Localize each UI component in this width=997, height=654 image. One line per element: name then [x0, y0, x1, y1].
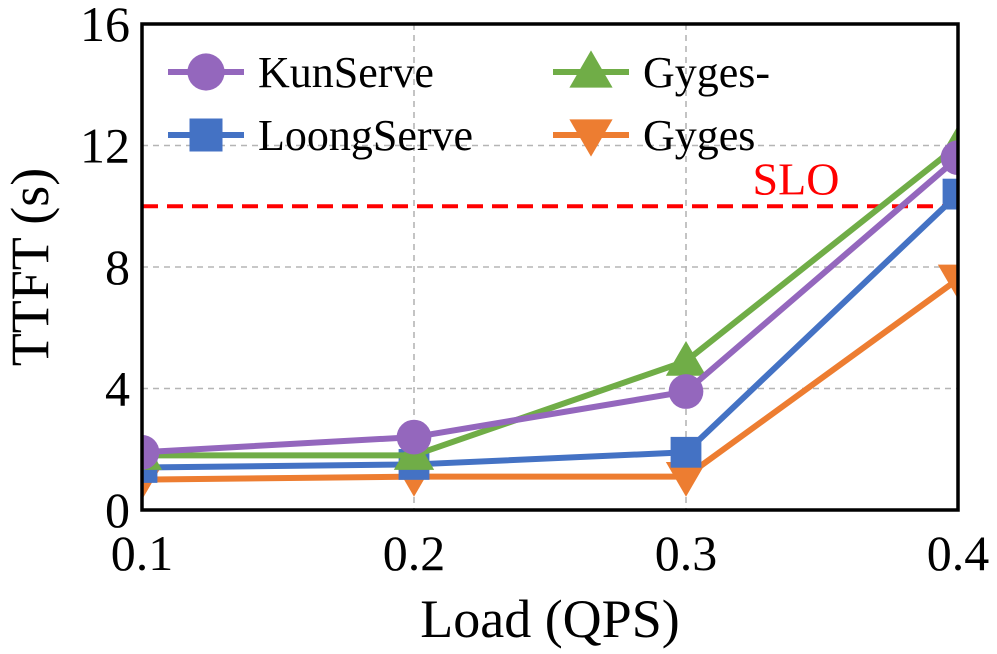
data-point: [142, 434, 160, 470]
x-tick-label: 0.2: [383, 525, 446, 581]
legend-marker: [189, 118, 223, 152]
slo-layer: SLO: [142, 153, 958, 209]
y-tick-label: 16: [80, 0, 130, 52]
y-tick-label: 12: [80, 118, 130, 174]
legend-item: Gyges-: [553, 48, 770, 97]
x-axis-title: Load (QPS): [420, 589, 679, 649]
series-line: [142, 276, 958, 483]
legend-item: Gyges: [553, 111, 755, 160]
legend-marker: [569, 50, 613, 88]
legend-item: KunServe: [168, 48, 434, 97]
plot-frame: [140, 22, 960, 512]
y-tick-label: 4: [105, 361, 130, 417]
slo-label: SLO: [753, 153, 840, 204]
data-point: [396, 419, 432, 455]
legend-label: KunServe: [258, 48, 434, 97]
series-kunserve: [142, 140, 958, 470]
series-line: [142, 143, 958, 459]
data-point: [937, 264, 958, 300]
series-line: [142, 191, 958, 471]
data-point: [670, 436, 702, 468]
legend-item: LoongServe: [168, 111, 473, 160]
y-tick-label: 0: [105, 482, 130, 538]
x-tick-label: 0.3: [655, 525, 718, 581]
legend: KunServe LoongServe Gyges- Gyges: [168, 48, 770, 160]
legend-marker: [569, 119, 613, 157]
y-tick-label: 8: [105, 239, 130, 295]
series-loongserve: [142, 178, 958, 483]
x-tick-label: 0.4: [927, 525, 990, 581]
data-point: [942, 178, 958, 210]
legend-label: LoongServe: [258, 111, 473, 160]
x-tick-label: 0.1: [111, 525, 174, 581]
legend-label: Gyges-: [643, 48, 770, 97]
data-point: [665, 341, 707, 376]
legend-label: Gyges: [643, 111, 755, 160]
tick-layer: 0.1 0.2 0.3 0.4 0 4 8 12 16: [80, 0, 989, 581]
legend-marker: [187, 53, 225, 91]
series-layer: [142, 125, 958, 500]
data-point: [940, 140, 958, 176]
data-point: [668, 374, 704, 409]
y-axis-title: TTFT (s): [0, 168, 60, 367]
data-point: [665, 462, 707, 497]
series-line: [142, 155, 958, 456]
